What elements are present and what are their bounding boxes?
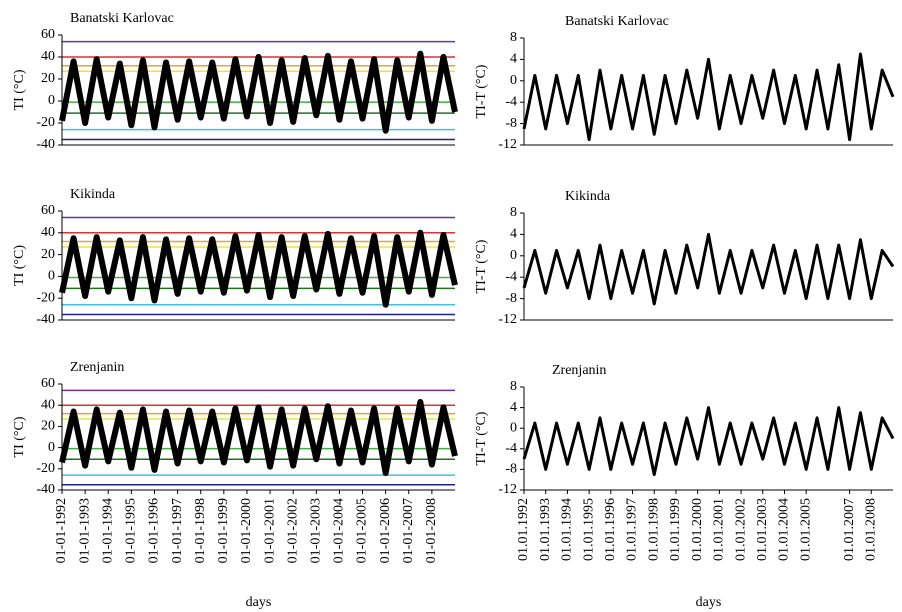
x-tick-label: 01-01-1997 <box>170 498 185 563</box>
y-tick-label: -4 <box>505 94 517 109</box>
y-tick-label: -20 <box>36 115 55 130</box>
y-tick-label: 40 <box>41 225 55 240</box>
panel-title: Banatski Karlovac <box>565 14 669 29</box>
y-axis-label: TI (°C) <box>12 416 27 457</box>
x-tick-label: 01-01-1995 <box>124 498 139 563</box>
y-tick-label: 60 <box>41 376 55 391</box>
x-tick-label: 01-01-2004 <box>332 498 347 563</box>
panel-title: Kikinda <box>70 187 116 202</box>
data-line <box>59 50 458 134</box>
y-axis-label: TI-T (°C) <box>474 64 489 118</box>
x-tick-label: 01.01.2007 <box>842 498 857 561</box>
x-tick-label: 01.01.1999 <box>668 498 683 561</box>
x-tick-label: 01-01-2006 <box>378 498 393 563</box>
panel-title: Zrenjanin <box>552 363 606 378</box>
y-tick-label: -4 <box>505 441 517 456</box>
y-tick-label: 0 <box>510 73 517 88</box>
x-tick-label: 01.01.2001 <box>712 498 727 561</box>
x-axis-label: days <box>696 595 722 610</box>
panel-title: Kikinda <box>565 189 611 204</box>
data-line <box>522 406 895 477</box>
x-tick-label: 01.01.2004 <box>777 498 792 561</box>
y-tick-label: 8 <box>510 30 517 45</box>
x-tick-label: 01.01.1992 <box>516 498 531 561</box>
y-tick-label: -40 <box>36 312 55 327</box>
y-tick-label: 8 <box>510 205 517 220</box>
y-tick-label: 4 <box>510 52 517 67</box>
y-tick-label: 8 <box>510 379 517 394</box>
y-tick-label: 0 <box>510 248 517 263</box>
x-tick-label: 01-01-1998 <box>193 498 208 563</box>
x-tick-label: 01-01-2002 <box>285 498 300 563</box>
y-tick-label: -8 <box>505 291 517 306</box>
y-tick-label: -8 <box>505 116 517 131</box>
x-tick-label: 01-01-2005 <box>355 498 370 563</box>
y-tick-label: -20 <box>36 461 55 476</box>
y-tick-label: 60 <box>41 27 55 42</box>
panel-title: Zrenjanin <box>70 360 124 375</box>
y-tick-label: 60 <box>41 203 55 218</box>
y-tick-label: 40 <box>41 49 55 64</box>
y-tick-label: 4 <box>510 227 517 242</box>
y-axis-label: TI (°C) <box>12 69 27 110</box>
x-tick-label: 01.01.2008 <box>864 498 879 561</box>
y-axis-label: TI-T (°C) <box>474 411 489 465</box>
data-line <box>59 229 458 308</box>
x-tick-label: 01-01-2000 <box>239 498 254 563</box>
y-tick-label: -8 <box>505 462 517 477</box>
x-tick-label: 01-01-1993 <box>77 498 92 563</box>
x-tick-label: 01.01.1998 <box>646 498 661 561</box>
y-tick-label: -12 <box>498 482 517 497</box>
x-tick-label: 01-01-2003 <box>309 498 324 563</box>
x-tick-label: 01-01-2001 <box>262 498 277 563</box>
y-tick-label: 20 <box>41 419 55 434</box>
y-tick-label: -40 <box>36 137 55 152</box>
x-tick-label: 01-01-1994 <box>100 498 115 563</box>
y-tick-label: -40 <box>36 482 55 497</box>
x-tick-label: 01-01-2007 <box>401 498 416 563</box>
x-tick-label: 01.01.2005 <box>798 498 813 561</box>
x-tick-label: 01-01-2008 <box>424 498 439 563</box>
x-tick-label: 01.01.2003 <box>755 498 770 561</box>
y-tick-label: 20 <box>41 247 55 262</box>
data-line <box>522 52 895 142</box>
x-tick-label: 01-01-1996 <box>147 498 162 563</box>
y-tick-label: -12 <box>498 312 517 327</box>
x-tick-label: 01.01.2000 <box>690 498 705 561</box>
x-axis-label: days <box>246 595 272 610</box>
x-tick-label: 01.01.1993 <box>538 498 553 561</box>
y-tick-label: -4 <box>505 269 517 284</box>
y-axis-label: TI (°C) <box>12 245 27 286</box>
panel-title: Banatski Karlovac <box>70 11 174 26</box>
y-tick-label: 4 <box>510 400 517 415</box>
x-tick-label: 01.01.1997 <box>625 498 640 561</box>
y-tick-label: 0 <box>48 93 55 108</box>
y-tick-label: 20 <box>41 71 55 86</box>
y-axis-label: TI-T (°C) <box>474 239 489 293</box>
x-tick-label: 01.01.1994 <box>560 498 575 561</box>
x-tick-label: 01.01.2002 <box>733 498 748 561</box>
y-tick-label: 0 <box>510 420 517 435</box>
data-line <box>522 232 895 306</box>
y-tick-label: 0 <box>48 440 55 455</box>
y-tick-label: -12 <box>498 137 517 152</box>
x-tick-label: 01.01.1995 <box>581 498 596 561</box>
y-tick-label: -20 <box>36 290 55 305</box>
x-tick-label: 01-01-1992 <box>54 498 69 563</box>
x-tick-label: 01-01-1999 <box>216 498 231 563</box>
y-tick-label: 0 <box>48 269 55 284</box>
x-tick-label: 01.01.1996 <box>603 498 618 561</box>
data-line <box>59 399 458 477</box>
y-tick-label: 40 <box>41 397 55 412</box>
